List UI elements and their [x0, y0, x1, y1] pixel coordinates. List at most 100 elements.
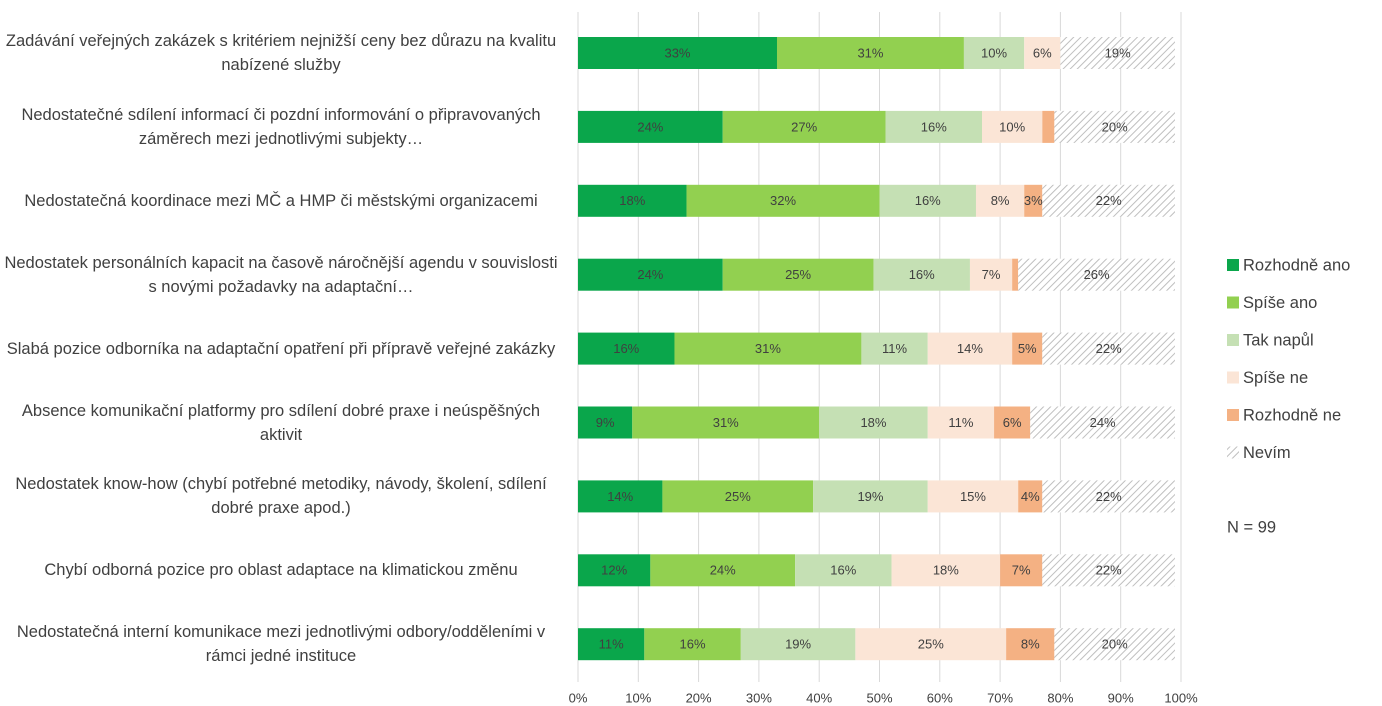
data-label: 24% [1090, 415, 1116, 430]
legend-label: Tak napůl [1243, 331, 1314, 349]
bar-segment [1030, 406, 1175, 439]
bar-segment [855, 628, 1007, 661]
data-label: 11% [882, 341, 907, 356]
bar-segment [1012, 332, 1043, 365]
bar-segment [578, 628, 645, 661]
legend-swatch [1227, 446, 1239, 459]
x-tick-label: 40% [806, 690, 832, 705]
data-label: 11% [948, 415, 973, 430]
data-label: 25% [725, 489, 751, 504]
bar-segment [927, 406, 995, 439]
data-label: 14% [607, 489, 633, 504]
data-label: 27% [791, 119, 817, 134]
bar-segment [1000, 554, 1043, 587]
data-label: 18% [860, 415, 886, 430]
bar-segment [963, 37, 1025, 69]
legend-swatch [1227, 296, 1239, 309]
data-label: 19% [1105, 45, 1131, 60]
data-label: 22% [1096, 563, 1122, 578]
bar-segment [578, 406, 633, 439]
data-label: 16% [830, 563, 856, 578]
data-label: 32% [770, 193, 796, 208]
category-label: Chybí odborná pozice pro oblast adaptace… [44, 561, 518, 580]
bar-segment [1042, 110, 1055, 143]
bar-segment [1012, 258, 1019, 291]
data-label: 12% [601, 563, 627, 578]
bar-segment [873, 258, 970, 291]
bar-segment [1018, 258, 1175, 291]
bar-segment [891, 554, 1001, 587]
bar-segment [1024, 37, 1061, 69]
annotation: N = 99 [1227, 518, 1276, 536]
legend-swatch [1227, 371, 1239, 384]
bar-segment [1006, 628, 1055, 661]
legend-label: Spíše ano [1243, 294, 1317, 312]
bar-segment [578, 332, 675, 365]
data-label: 26% [1084, 267, 1110, 282]
legend-label: Rozhodně ne [1243, 406, 1341, 424]
bar-segment [1042, 480, 1175, 513]
bar-segment [740, 628, 856, 661]
data-label: 24% [637, 119, 663, 134]
bar-segment [578, 110, 723, 143]
category-label: Nedostatek know-how (chybí potřebné meto… [15, 475, 547, 518]
data-label: 6% [1003, 415, 1022, 430]
bar-segment [578, 258, 723, 291]
bar-segment [578, 480, 663, 513]
x-tick-label: 100% [1164, 690, 1198, 705]
data-label: 18% [933, 563, 959, 578]
data-label: 16% [915, 193, 941, 208]
bar-segment [1060, 37, 1175, 69]
data-label: 15% [960, 489, 986, 504]
x-tick-label: 30% [746, 690, 772, 705]
bar-segment [819, 406, 928, 439]
bar-segment [927, 480, 1019, 513]
data-label: 8% [1021, 637, 1040, 652]
data-label: 31% [713, 415, 739, 430]
data-label: 16% [613, 341, 639, 356]
data-label: 19% [857, 489, 883, 504]
bar-segment [1042, 184, 1175, 217]
bar-segment [650, 554, 796, 587]
data-label: 14% [957, 341, 983, 356]
bar-segment [885, 110, 983, 143]
data-label: 33% [664, 45, 690, 60]
bar-segment [578, 554, 651, 587]
data-label: 20% [1102, 637, 1128, 652]
bar-segment [1054, 628, 1175, 661]
data-label: 7% [982, 267, 1001, 282]
bar-segment [662, 480, 814, 513]
bar-segment [795, 554, 892, 587]
bar-segment [578, 37, 777, 69]
data-label: 24% [637, 267, 663, 282]
data-label: 3% [1024, 193, 1043, 208]
data-label: 8% [991, 193, 1010, 208]
x-tick-label: 0% [569, 690, 588, 705]
data-label: 16% [909, 267, 935, 282]
category-label: Nedostatečná interní komunikace mezi jed… [16, 623, 546, 666]
bar-segment [674, 332, 862, 365]
bar-segment [1042, 332, 1175, 365]
bar-segment [1018, 480, 1043, 513]
data-label: 16% [680, 637, 706, 652]
bar-segment [632, 406, 820, 439]
bar-segment [994, 406, 1031, 439]
bar-segment [861, 332, 928, 365]
data-label: 10% [999, 119, 1025, 134]
data-label: 22% [1096, 489, 1122, 504]
x-tick-label: 90% [1108, 690, 1134, 705]
bar-segment [813, 480, 928, 513]
data-label: 22% [1096, 193, 1122, 208]
data-label: 25% [785, 267, 811, 282]
category-label: Absence komunikační platformy pro sdílen… [21, 401, 541, 444]
data-label: 24% [710, 563, 736, 578]
bar-segment [644, 628, 741, 661]
category-label: Nedostatek personálních kapacit na časov… [4, 253, 558, 296]
category-label: Nedostatečná koordinace mezi MČ a HMP či… [24, 191, 538, 210]
bar-segment [982, 110, 1043, 143]
data-label: 19% [785, 637, 811, 652]
bar-segment [722, 110, 886, 143]
data-label: 10% [981, 45, 1007, 60]
bar-segment [776, 37, 964, 69]
